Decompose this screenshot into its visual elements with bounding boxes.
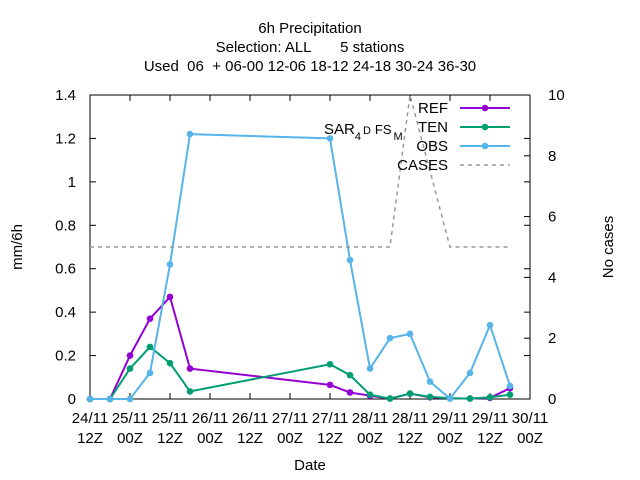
data-point-ten xyxy=(426,393,434,401)
data-point-ref xyxy=(326,381,334,389)
data-point-ten xyxy=(386,395,394,402)
legend-label-cases: CASES xyxy=(397,157,448,174)
x-tick-label-hour: 12Z xyxy=(477,430,503,447)
data-point-ten xyxy=(346,371,354,379)
x-tick-label-date: 25/11 xyxy=(112,410,148,427)
x-tick-label-date: 27/11 xyxy=(312,410,348,427)
y-tick-label: 1 xyxy=(68,174,76,191)
data-point-obs xyxy=(346,256,354,264)
series-line-obs xyxy=(90,133,511,401)
y2-tick-label: 0 xyxy=(548,391,556,408)
x-tick-label-hour: 00Z xyxy=(117,430,143,447)
x-tick-label-hour: 00Z xyxy=(437,430,463,447)
data-point-ref xyxy=(186,365,194,372)
y-tick-label: 0.2 xyxy=(55,348,76,365)
legend-marker-ref xyxy=(481,104,489,112)
data-point-ten xyxy=(186,388,194,395)
data-point-ref xyxy=(346,389,354,396)
data-point-ten xyxy=(486,393,494,401)
legend-marker-ten xyxy=(481,123,489,131)
data-point-obs xyxy=(186,130,194,138)
chart-title-block: 6h Precipitation Selection: ALL 5 statio… xyxy=(144,20,476,75)
data-point-obs xyxy=(86,395,94,403)
x-tick-label-hour: 12Z xyxy=(397,430,423,447)
y-tick-label: 1.2 xyxy=(55,130,76,147)
data-point-obs xyxy=(406,330,414,338)
legend-label-ref: REF xyxy=(418,100,448,117)
legend-label-obs: OBS xyxy=(416,138,448,155)
x-tick-label-hour: 12Z xyxy=(237,430,263,447)
series-layer xyxy=(86,94,514,403)
data-point-obs xyxy=(486,321,494,329)
x-axis-label: Date xyxy=(294,457,326,474)
data-point-ten xyxy=(506,391,514,398)
data-point-obs xyxy=(106,395,114,403)
data-point-ten xyxy=(466,395,474,402)
x-tick-label-hour: 00Z xyxy=(517,430,543,447)
y-tick-label: 0.8 xyxy=(55,217,76,234)
data-point-obs xyxy=(446,395,454,402)
data-point-obs xyxy=(166,261,174,268)
chart-title: 6h Precipitation xyxy=(258,20,361,37)
data-point-obs xyxy=(146,369,154,377)
data-point-ref xyxy=(146,315,154,322)
x-tick-label-date: 28/11 xyxy=(352,410,388,427)
data-point-ten xyxy=(146,343,154,351)
model-label: SAR4 D FS M xyxy=(324,121,403,143)
data-point-ref xyxy=(166,293,174,301)
data-point-obs xyxy=(366,365,374,372)
x-tick-label-date: 29/11 xyxy=(432,410,468,427)
y2-tick-label: 2 xyxy=(548,330,556,347)
legend-label-ten: TEN xyxy=(418,119,448,136)
data-point-ref xyxy=(126,352,134,359)
y-tick-label: 1.4 xyxy=(55,87,76,104)
data-point-obs xyxy=(426,378,434,385)
x-tick-label-date: 27/11 xyxy=(272,410,308,427)
x-tick-label-hour: 00Z xyxy=(197,430,223,447)
chart-subtitle-selection: Selection: ALL 5 stations xyxy=(216,39,405,56)
data-point-ten xyxy=(366,391,374,398)
x-tick-label-date: 30/11 xyxy=(512,410,548,427)
data-point-obs xyxy=(126,395,134,403)
series-line-ten xyxy=(90,345,511,400)
x-tick-label-date: 24/11 xyxy=(72,410,108,427)
y-tick-label: 0.4 xyxy=(55,304,76,321)
chart-subtitle-used: Used 06 + 06-00 12-06 18-12 24-18 30-24 … xyxy=(144,58,476,75)
axes-layer: 0 0.2 0.4 0.6 0.8 1 1.2 1.4 0 2 4 6 8 10 24/11 12Z 25/11… xyxy=(55,87,565,447)
x-tick-label-hour: 00Z xyxy=(357,430,383,447)
x-tick-label-hour: 12Z xyxy=(157,430,183,447)
data-point-obs xyxy=(506,382,514,390)
data-point-ten xyxy=(406,390,414,397)
y-axis-label: mm/6h xyxy=(9,224,26,270)
x-tick-label-date: 29/11 xyxy=(472,410,508,427)
legend-marker-obs xyxy=(481,142,489,150)
data-point-ten xyxy=(326,360,334,368)
y2-axis-label: No cases xyxy=(600,216,617,279)
data-point-obs xyxy=(386,334,394,342)
y2-tick-label: 4 xyxy=(548,269,556,286)
data-point-obs xyxy=(466,369,474,377)
x-tick-label-date: 26/11 xyxy=(192,410,228,427)
series-line-cases xyxy=(90,94,510,248)
y2-tick-label: 6 xyxy=(548,209,556,226)
data-point-ten xyxy=(126,365,134,372)
x-tick-label-date: 25/11 xyxy=(152,410,188,427)
x-tick-label-date: 26/11 xyxy=(232,410,268,427)
y2-tick-label: 8 xyxy=(548,148,556,165)
x-tick-label-date: 28/11 xyxy=(392,410,428,427)
y-tick-label: 0 xyxy=(68,391,76,408)
data-point-ten xyxy=(166,359,174,367)
y2-tick-label: 10 xyxy=(548,87,565,104)
legend: REF TEN OBS CASES xyxy=(397,100,510,174)
data-point-obs xyxy=(326,135,334,142)
y-tick-label: 0.6 xyxy=(55,261,76,278)
x-tick-label-hour: 12Z xyxy=(317,430,343,447)
x-tick-label-hour: 12Z xyxy=(77,430,103,447)
x-tick-label-hour: 00Z xyxy=(277,430,303,447)
